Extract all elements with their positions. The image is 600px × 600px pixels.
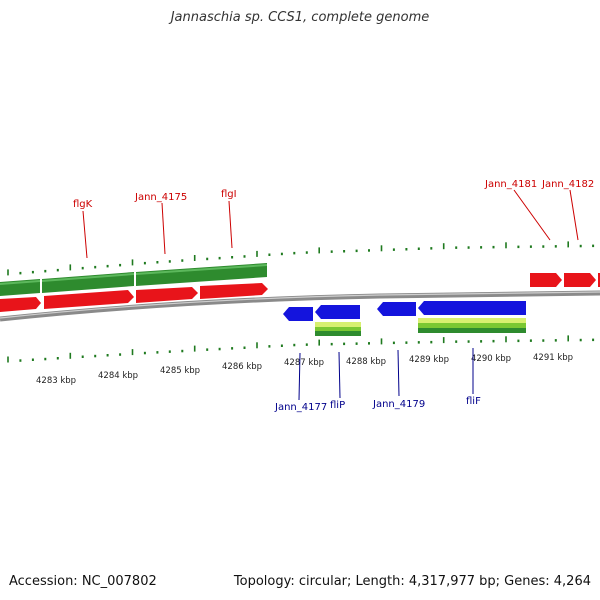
- forward-gene-labels: flgK Jann_4175 flgI Jann_4181 Jann_4182: [73, 179, 594, 259]
- scale-label: 4285 kbp: [160, 366, 200, 376]
- label-leader-line: [228, 200, 233, 249]
- forward-feature-highlight: [136, 264, 267, 275]
- reverse-feature-bar-top: [418, 318, 526, 323]
- forward-cds-arrow: [0, 297, 41, 312]
- scale-labels: 4283 kbp 4284 kbp 4285 kbp 4286 kbp 4287…: [36, 353, 573, 386]
- reverse-cds-arrow: [315, 305, 360, 319]
- reverse-feature-track: [315, 318, 526, 336]
- gene-label-flgK[interactable]: flgK: [73, 199, 93, 210]
- accession-label: Accession: NC_007802: [9, 574, 157, 589]
- scale-label: 4283 kbp: [36, 376, 76, 386]
- forward-feature-bar: [136, 263, 267, 286]
- reverse-cds-track: [283, 301, 526, 321]
- scale-label: 4291 kbp: [533, 353, 573, 363]
- scale-label: 4284 kbp: [98, 371, 138, 381]
- scale-label: 4287 kbp: [284, 358, 324, 368]
- forward-feature-highlight: [42, 273, 134, 282]
- gene-label-flip[interactable]: fliP: [330, 400, 345, 411]
- forward-cds-arrow: [530, 273, 562, 287]
- gene-label-flgI[interactable]: flgI: [221, 189, 237, 200]
- reverse-cds-arrow: [418, 301, 526, 315]
- scale-label: 4289 kbp: [409, 355, 449, 365]
- genome-backbone-highlight: [0, 291, 600, 319]
- forward-feature-highlight: [0, 280, 40, 285]
- label-leader-line: [569, 189, 579, 241]
- gene-label-jann-4177[interactable]: Jann_4177: [274, 402, 327, 413]
- reverse-feature-bar-mid: [418, 323, 526, 328]
- forward-cds-arrow: [44, 290, 134, 309]
- genome-backbone: [0, 290, 600, 322]
- forward-feature-track: [0, 263, 267, 296]
- upper-ruler: [7, 241, 595, 276]
- gene-label-jann-4179[interactable]: Jann_4179: [372, 399, 425, 410]
- scale-label: 4288 kbp: [346, 357, 386, 367]
- reverse-feature-bar-top: [315, 322, 361, 327]
- label-leader-line: [298, 352, 301, 401]
- genome-summary: Topology: circular; Length: 4,317,977 bp…: [233, 574, 591, 589]
- reverse-cds-arrow: [283, 307, 313, 321]
- label-leader-line: [338, 351, 341, 399]
- forward-cds-arrow: [564, 273, 596, 287]
- scale-label: 4290 kbp: [471, 354, 511, 364]
- gene-label-jann-4182[interactable]: Jann_4182: [541, 179, 594, 190]
- forward-cds-arrow: [200, 283, 268, 299]
- forward-cds-arrow: [136, 287, 198, 303]
- forward-cds-track: [0, 273, 600, 312]
- gene-label-jann-4181[interactable]: Jann_4181: [484, 179, 537, 190]
- label-leader-line: [82, 210, 88, 259]
- label-leader-line: [161, 202, 166, 255]
- reverse-cds-arrow: [377, 302, 416, 316]
- forward-feature-bar: [42, 272, 134, 293]
- label-leader-line: [397, 349, 400, 397]
- reverse-feature-bar-mid: [315, 327, 361, 331]
- map-title: Jannaschia sp. CCS1, complete genome: [170, 10, 430, 25]
- scale-label: 4286 kbp: [222, 362, 262, 372]
- gene-label-jann-4175[interactable]: Jann_4175: [134, 192, 187, 203]
- gene-label-flif[interactable]: fliF: [466, 396, 481, 407]
- lower-ruler: [7, 335, 595, 363]
- reverse-gene-labels: Jann_4177 fliP Jann_4179 fliF: [274, 348, 481, 413]
- label-leader-line: [513, 189, 551, 241]
